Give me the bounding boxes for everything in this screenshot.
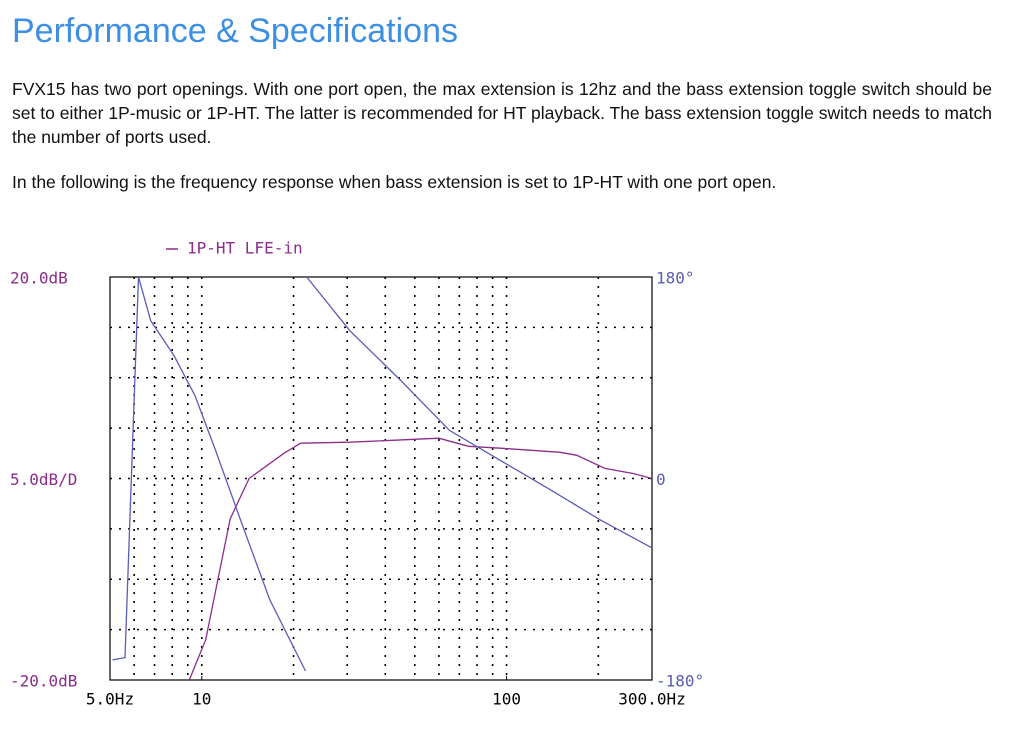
x-tick-label: 100 — [492, 690, 521, 709]
y2-tick-label: -180° — [656, 672, 704, 691]
y-tick-label: 20.0dB — [10, 269, 68, 288]
paragraph: FVX15 has two port openings. With one po… — [12, 79, 992, 147]
x-tick-label: 10 — [192, 690, 211, 709]
y-tick-label: -20.0dB — [10, 672, 77, 691]
data-line — [112, 276, 653, 672]
y2-tick-label: 0 — [656, 470, 666, 489]
y-division-label: 5.0dB/D — [10, 470, 77, 489]
x-tick-label: 300.0Hz — [618, 690, 685, 709]
legend-label: 1P-HT LFE-in — [187, 239, 303, 258]
chart: 5.0Hz 10 100 300.0Hz -20.0dB 20.0dB 5.0dB/D -18… — [10, 239, 704, 709]
x-tick-label: 5.0Hz — [86, 690, 134, 709]
paragraph: In the following is the frequency respon… — [12, 172, 777, 192]
y2-tick-label: 180° — [656, 269, 695, 288]
data-line — [188, 437, 653, 681]
page-title: Performance & Specifications — [12, 12, 458, 50]
